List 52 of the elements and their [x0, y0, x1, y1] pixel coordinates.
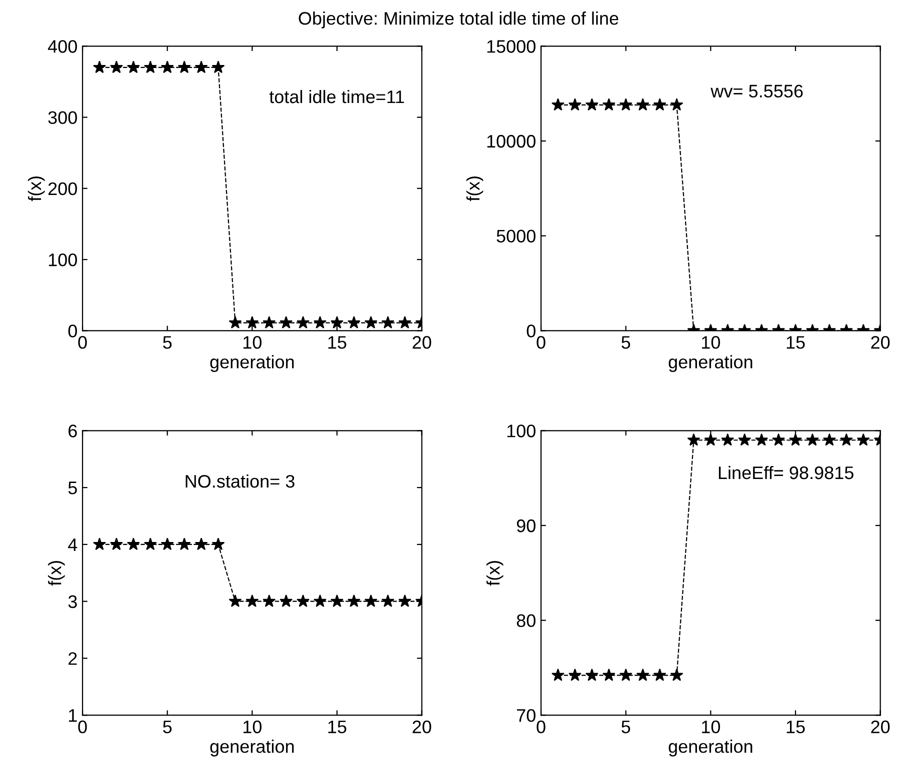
y-tick-label: 100 — [507, 424, 536, 438]
x-tick-label: 20 — [412, 336, 432, 349]
x-axis-title: generation — [210, 355, 294, 372]
x-tick-label: 20 — [871, 336, 890, 349]
x-tick-label: 15 — [786, 336, 805, 349]
y-tick-label: 0 — [526, 324, 536, 338]
y-tick-label: 100 — [48, 253, 77, 266]
x-tick-label: 10 — [244, 336, 262, 349]
x-tick-label: 5 — [163, 720, 172, 734]
x-tick-label: 5 — [163, 336, 172, 349]
y-tick-label: 80 — [516, 614, 536, 628]
y-tick-label: 10000 — [487, 134, 536, 148]
y-axis-title: f(x) — [486, 560, 504, 586]
x-tick-label: 5 — [622, 720, 630, 734]
x-axis-title: generation — [210, 740, 294, 756]
y-tick-label: 400 — [48, 40, 77, 53]
y-tick-label: 15000 — [487, 40, 536, 53]
annotation: total idle time=11 — [269, 90, 404, 104]
annotation: wv= 5.5556 — [710, 84, 803, 98]
x-tick-label: 10 — [244, 720, 262, 734]
y-tick-label: 5 — [68, 482, 77, 494]
y-tick-label: 1 — [69, 709, 77, 722]
y-tick-label: 5000 — [496, 230, 536, 243]
y-axis-title: f(x) — [28, 176, 45, 202]
annotation: LineEff= 98.9815 — [718, 466, 854, 480]
y-axis-title: f(x) — [48, 560, 65, 586]
x-tick-label: 0 — [78, 720, 87, 734]
x-axis-title: generation — [668, 740, 752, 756]
y-tick-label: 300 — [48, 111, 77, 124]
y-tick-label: 0 — [68, 324, 77, 338]
y-tick-label: 4 — [68, 538, 78, 551]
x-axis-title: generation — [668, 355, 752, 372]
x-tick-label: 0 — [536, 720, 546, 734]
x-tick-label: 15 — [328, 336, 346, 349]
x-tick-label: 0 — [536, 336, 546, 349]
y-tick-label: 6 — [68, 424, 77, 438]
text: Objective: Minimize total idle time of line — [298, 12, 618, 28]
y-tick-label: 90 — [516, 519, 536, 532]
x-tick-label: 15 — [328, 720, 346, 734]
x-tick-label: 10 — [702, 336, 720, 349]
x-tick-label: 5 — [622, 336, 630, 349]
y-tick-label: 2 — [68, 652, 77, 665]
x-tick-label: 0 — [78, 336, 87, 349]
y-tick-label: 200 — [48, 182, 77, 196]
y-axis-title: f(x) — [466, 176, 484, 202]
annotation: NO.station= 3 — [186, 474, 294, 488]
x-tick-label: 15 — [786, 720, 805, 734]
x-tick-label: 20 — [412, 720, 432, 734]
x-tick-label: 10 — [702, 720, 720, 734]
y-tick-label: 3 — [68, 595, 77, 608]
y-tick-label: 70 — [517, 709, 536, 722]
x-tick-label: 20 — [871, 720, 890, 734]
